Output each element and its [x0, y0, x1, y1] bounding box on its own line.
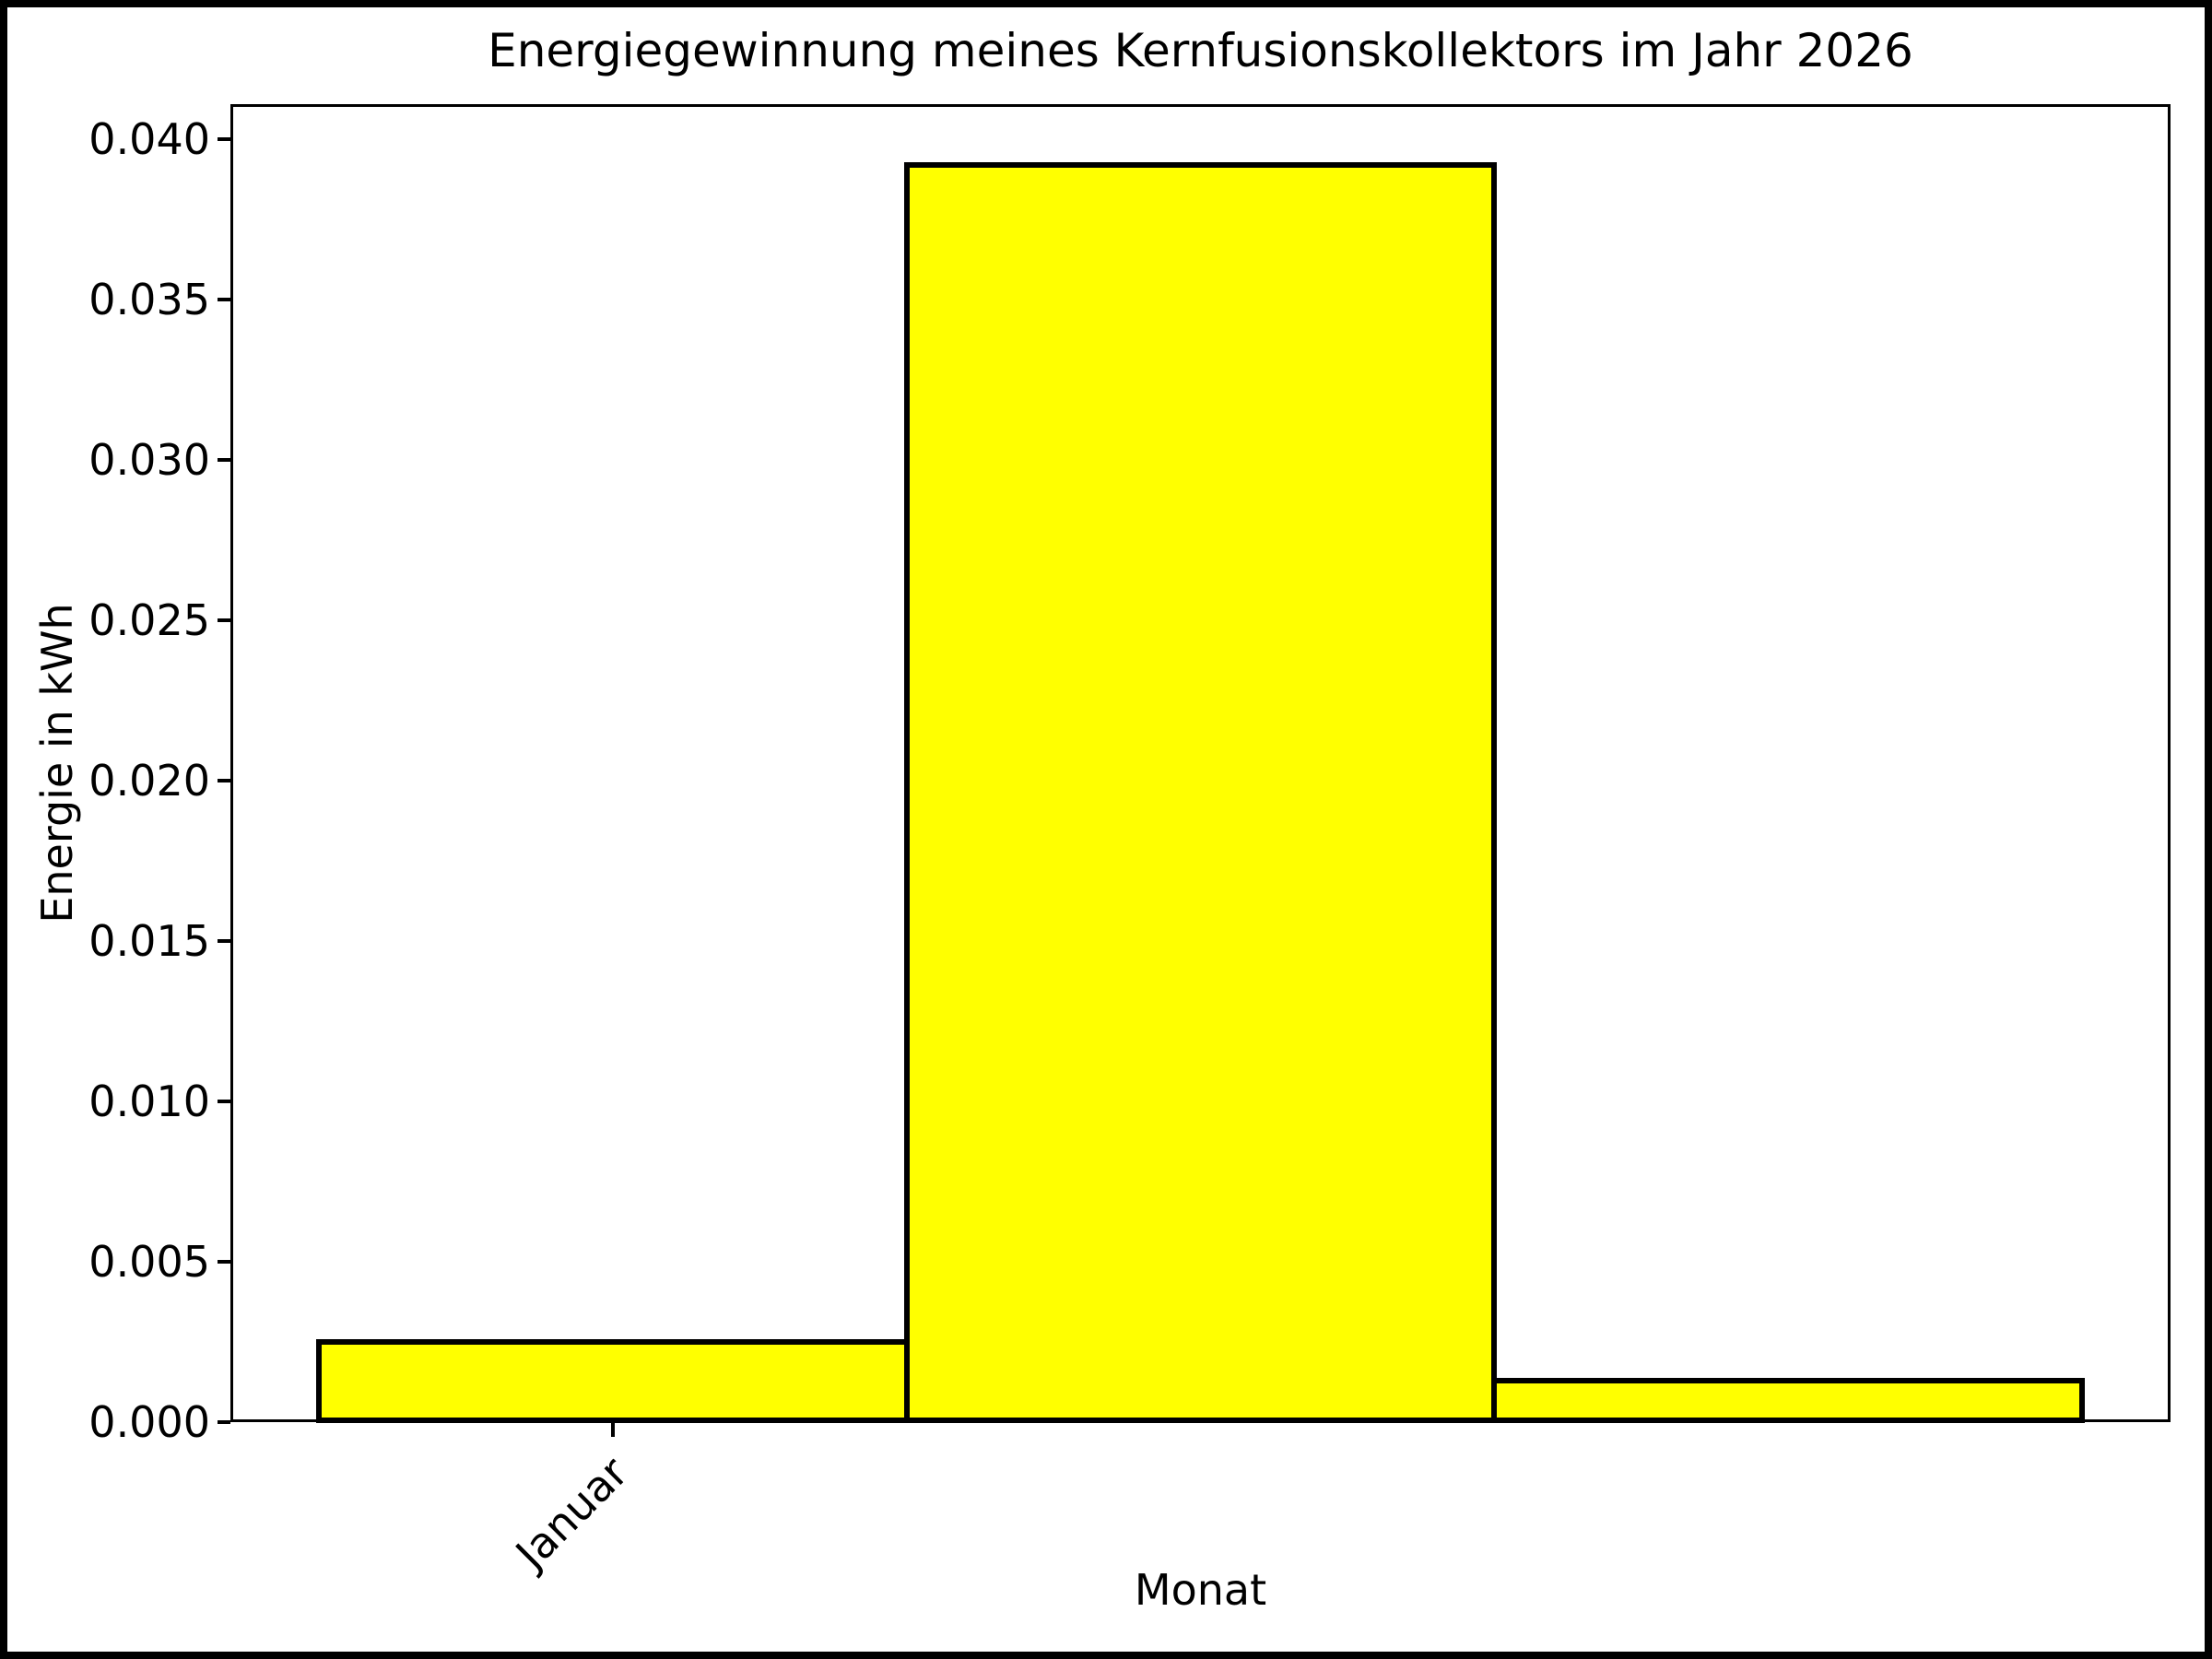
chart-title: Energiegewinnung meines Kernfusionskolle…: [488, 24, 1913, 77]
y-tick-label-7: 0.035: [88, 275, 210, 325]
y-tick-mark-8: [218, 137, 230, 142]
bar-0: [315, 1339, 910, 1423]
y-tick-label-4: 0.020: [88, 756, 210, 806]
y-tick-label-3: 0.015: [88, 916, 210, 967]
y-tick-label-6: 0.030: [88, 435, 210, 486]
y-tick-label-8: 0.040: [88, 114, 210, 165]
y-tick-mark-3: [218, 939, 230, 944]
bar-1: [903, 162, 1498, 1423]
y-tick-label-0: 0.000: [88, 1397, 210, 1447]
bar-2: [1491, 1377, 2086, 1423]
y-tick-mark-5: [218, 618, 230, 623]
y-tick-label-1: 0.005: [88, 1237, 210, 1288]
x-axis-label: Monat: [1134, 1565, 1267, 1615]
y-tick-mark-1: [218, 1260, 230, 1265]
y-tick-mark-0: [218, 1420, 230, 1424]
y-tick-mark-7: [218, 298, 230, 302]
x-tick-label-0: Januar: [506, 1447, 638, 1579]
y-tick-mark-2: [218, 1100, 230, 1104]
y-tick-mark-6: [218, 458, 230, 463]
y-tick-label-2: 0.010: [88, 1077, 210, 1127]
y-tick-mark-4: [218, 779, 230, 783]
x-tick-mark-0: [610, 1422, 615, 1437]
y-tick-label-5: 0.025: [88, 595, 210, 646]
